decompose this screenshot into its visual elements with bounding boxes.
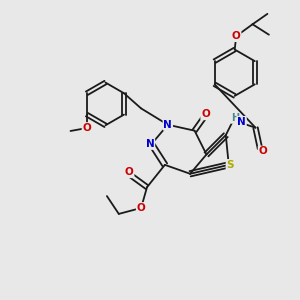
Text: O: O <box>232 31 241 41</box>
Text: O: O <box>125 167 134 177</box>
Text: N: N <box>237 117 246 127</box>
Text: O: O <box>259 146 267 157</box>
Text: O: O <box>137 203 146 213</box>
Text: N: N <box>164 120 172 130</box>
Text: O: O <box>82 123 91 133</box>
Text: N: N <box>146 139 154 149</box>
Text: S: S <box>226 160 234 170</box>
Text: O: O <box>201 109 210 119</box>
Text: H: H <box>231 113 239 123</box>
